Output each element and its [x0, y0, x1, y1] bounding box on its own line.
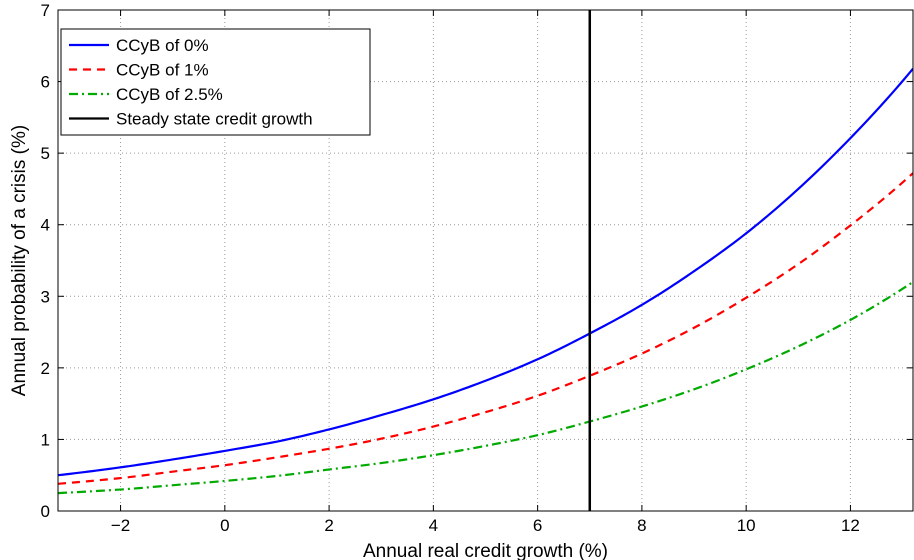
legend-entry-1: CCyB of 0%	[116, 36, 209, 55]
x-tick-label: 6	[533, 516, 542, 535]
x-tick-label: 8	[637, 516, 646, 535]
x-axis-label: Annual real credit growth (%)	[363, 541, 608, 560]
x-tick-label: 10	[737, 516, 756, 535]
y-tick-label: 5	[41, 144, 50, 163]
x-tick-label: 0	[220, 516, 229, 535]
grid	[58, 10, 913, 511]
y-tick-label: 6	[41, 73, 50, 92]
legend-box	[60, 28, 371, 136]
y-tick-label: 2	[41, 359, 50, 378]
y-axis-label: Annual probability of a crisis (%)	[9, 125, 30, 396]
series-line-3	[58, 281, 913, 495]
legend-entry-4: Steady state credit growth	[116, 110, 313, 129]
legend-entry-2: CCyB of 1%	[116, 61, 209, 80]
x-tick-label: −2	[111, 516, 130, 535]
legend: CCyB of 0% CCyB of 1% CCyB of 2.5% Steady s…	[60, 28, 371, 136]
y-tick-label: 4	[41, 216, 50, 235]
series-line-1	[58, 67, 913, 477]
series-line-2	[58, 172, 913, 485]
y-tick-label: 0	[41, 502, 50, 521]
y-tick-label: 1	[41, 430, 50, 449]
plot-frame	[57, 9, 914, 512]
x-tick-label: 2	[324, 516, 333, 535]
y-tick-label: 7	[41, 1, 50, 20]
x-tick-label: 4	[429, 516, 438, 535]
x-tick-label: 12	[841, 516, 860, 535]
y-tick-label: 3	[41, 287, 50, 306]
legend-entry-3: CCyB of 2.5%	[116, 85, 223, 104]
series-layer	[58, 10, 913, 511]
